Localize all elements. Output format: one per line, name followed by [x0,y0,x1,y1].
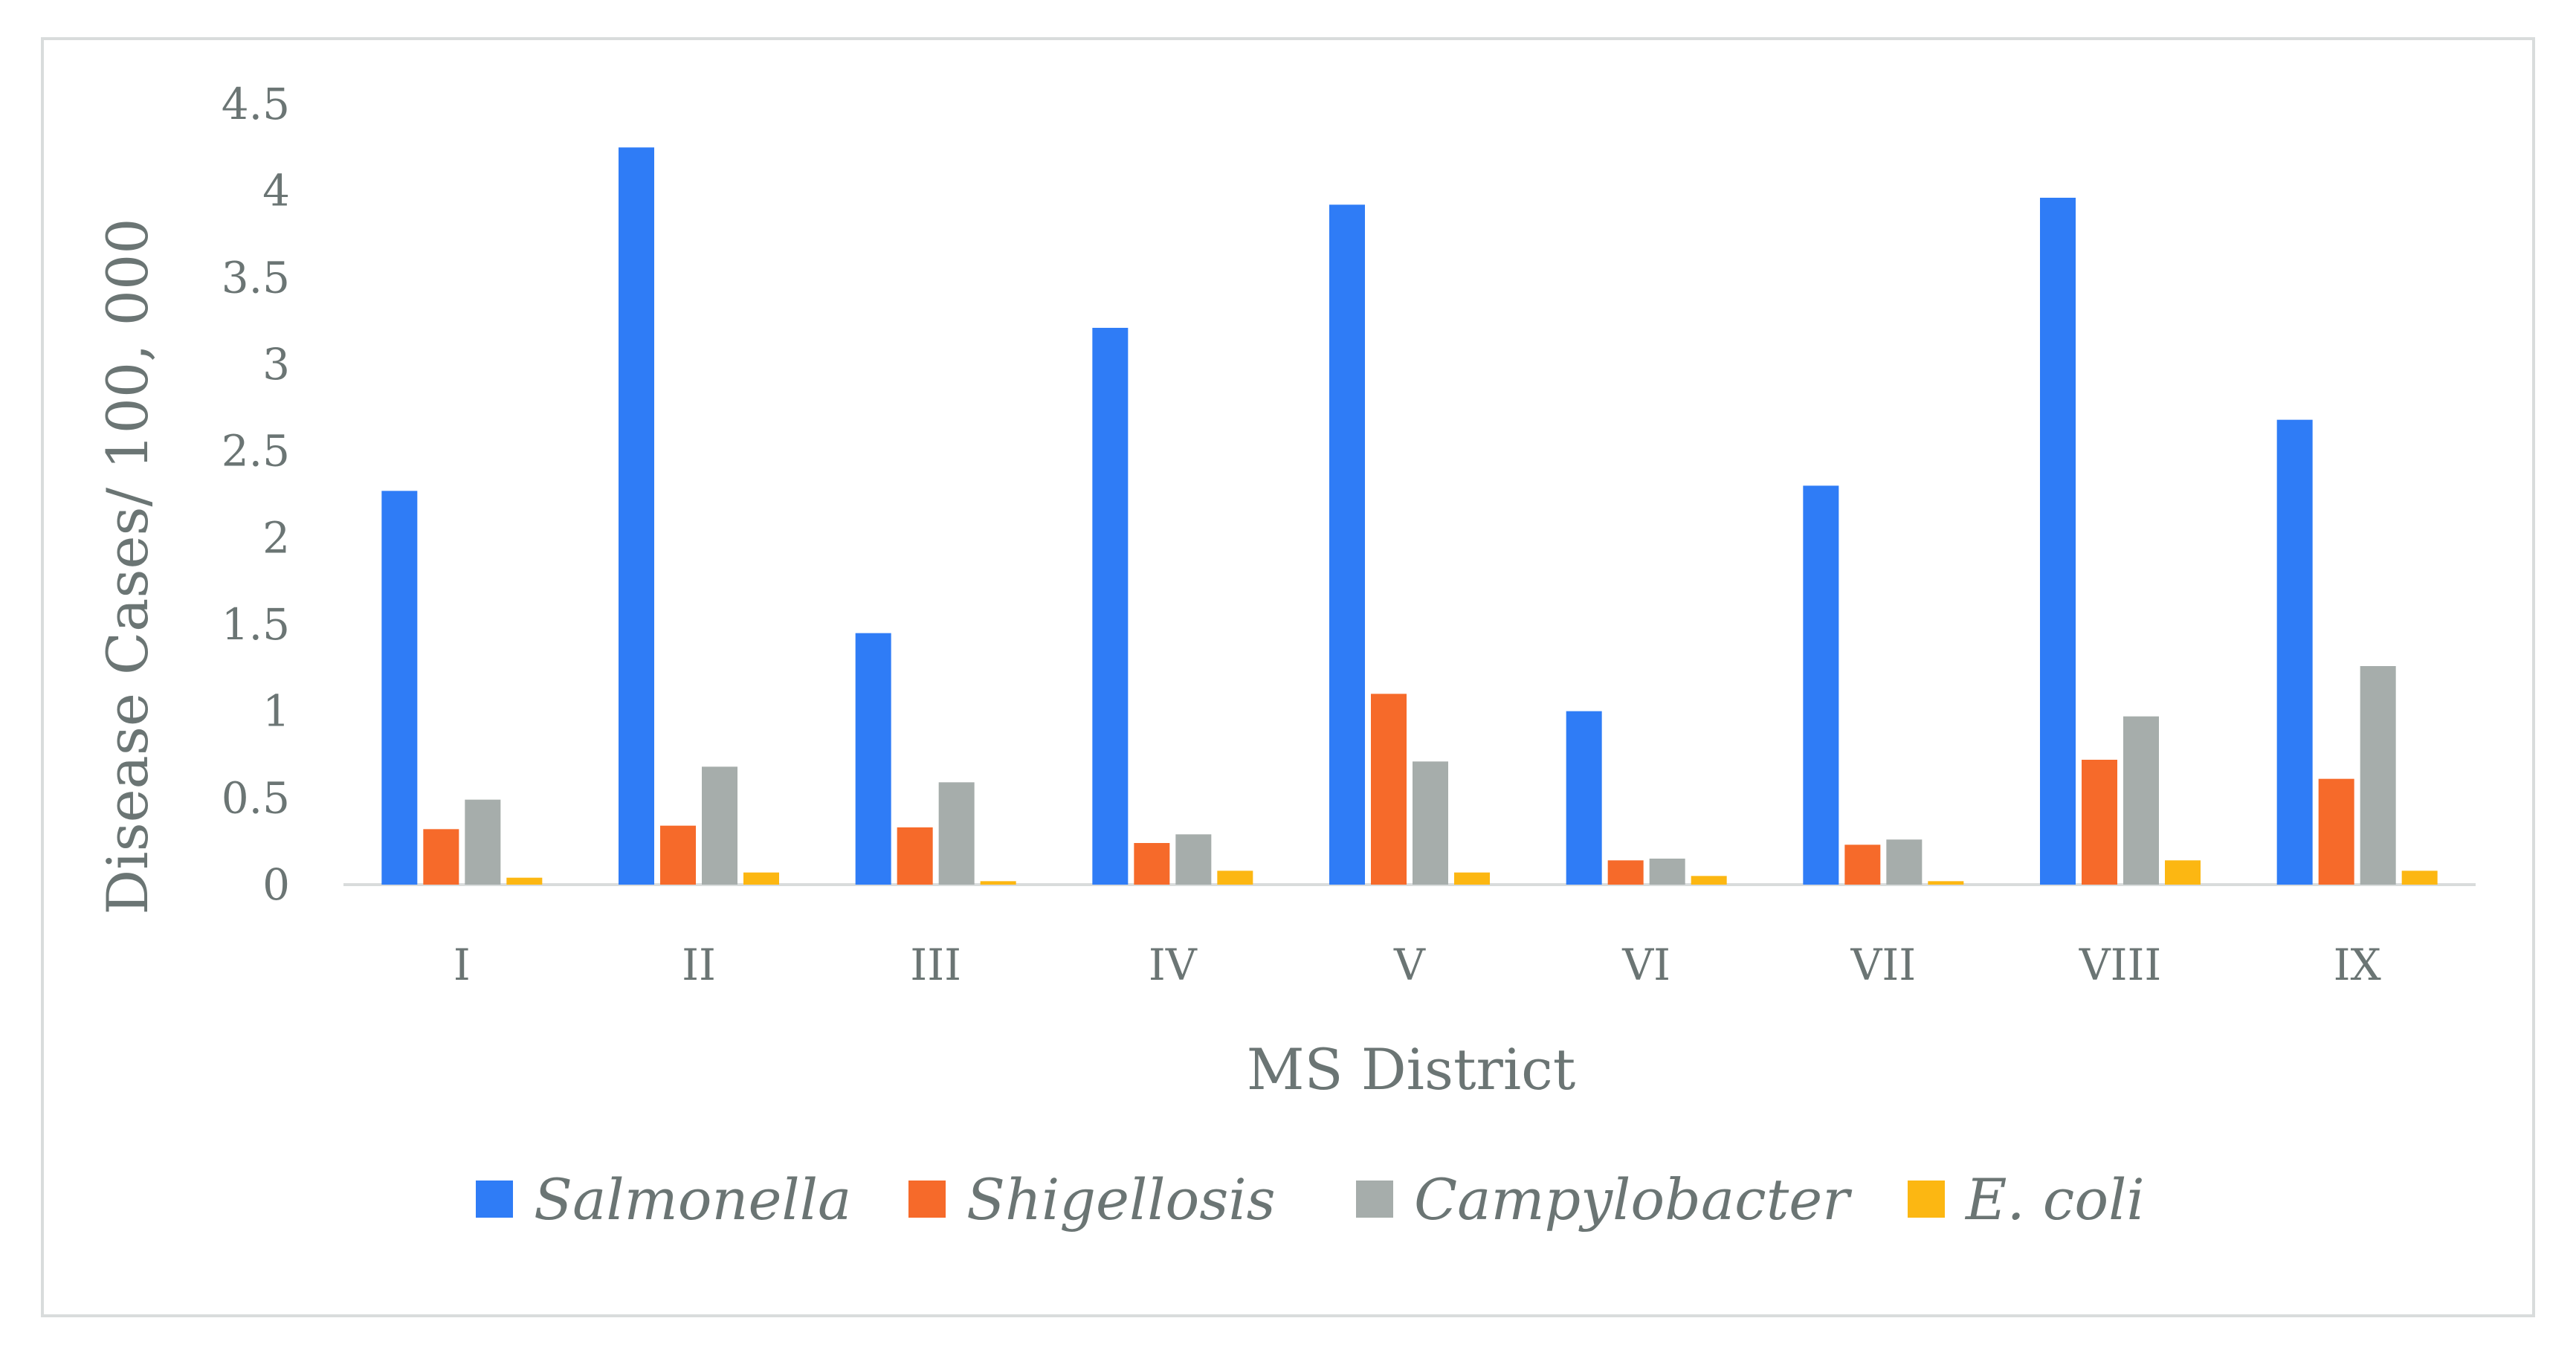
legend-label: Salmonella [534,1166,851,1233]
x-tick-label: VII [1850,940,1916,990]
bar-e-coli-ii [743,872,779,885]
bar-e-coli-iii [980,881,1016,885]
bar-e-coli-viii [2165,860,2201,885]
y-tick-label: 0 [262,859,290,910]
x-tick-label: II [682,940,716,990]
x-tick-label: V [1393,940,1426,990]
bar-salmonella-i [381,491,418,885]
bar-shigellosis-viii [2082,760,2117,885]
bar-campylobacter-vii [1886,839,1923,885]
bar-e-coli-v [1454,872,1490,885]
bar-salmonella-viii [2040,198,2076,885]
bar-salmonella-iii [855,633,891,885]
x-tick-label: I [453,940,471,990]
y-tick-label: 1 [262,686,290,737]
x-tick-label: III [910,940,961,990]
y-axis-title: Disease Cases/ 100, 000 [94,218,161,914]
legend-label: E. coli [1964,1166,2145,1233]
bar-e-coli-vi [1691,876,1727,885]
bar-salmonella-vi [1566,711,1602,885]
bar-e-coli-vii [1928,881,1964,885]
x-tick-label: IX [2334,940,2382,990]
y-tick-label: 3.5 [222,252,290,303]
x-axis-title: MS District [1247,1036,1576,1102]
bar-salmonella-iv [1092,328,1129,885]
bar-e-coli-ix [2401,871,2438,885]
y-tick-label: 1.5 [222,599,290,650]
bar-shigellosis-iii [897,827,933,885]
bar-campylobacter-iii [938,782,975,885]
legend: Salmonella Shigellosis Campylobacter E. col… [476,1166,2145,1233]
y-tick-label: 2.5 [222,426,290,477]
bar-shigellosis-ix [2318,778,2354,885]
y-tick-label: 0.5 [222,772,290,823]
bar-shigellosis-v [1371,694,1407,885]
bar-salmonella-ix [2276,419,2313,885]
bar-e-coli-i [506,877,543,885]
y-tick-label: 3 [262,339,290,390]
bar-campylobacter-viii [2123,716,2159,885]
y-tick-label: 4.5 [222,79,290,129]
bar-salmonella-ii [619,147,654,885]
chart-frame [41,37,2535,1317]
bar-shigellosis-ii [660,825,696,885]
bar-campylobacter-vi [1649,859,1685,885]
legend-swatch [1356,1181,1393,1218]
bar-shigellosis-iv [1134,843,1170,885]
legend-swatch [908,1181,946,1218]
bar-shigellosis-i [423,829,459,885]
bar-campylobacter-iv [1175,834,1212,885]
bar-shigellosis-vii [1844,844,1881,885]
y-tick-label: 2 [262,512,290,563]
bar-campylobacter-v [1413,761,1448,885]
bar-campylobacter-ii [702,766,737,885]
bar-salmonella-vii [1803,485,1839,885]
x-tick-label: IV [1149,940,1198,990]
y-tick-label: 4 [262,166,290,216]
x-tick-label: VIII [2079,940,2162,990]
bar-salmonella-v [1329,204,1365,885]
legend-swatch [1908,1181,1945,1218]
y-axis-ticks: 0 0.5 1 1.5 2 2.5 3 3.5 4 4.5 [222,79,290,910]
legend-label: Campylobacter [1414,1166,1853,1233]
bar-shigellosis-vi [1607,860,1644,885]
bar-campylobacter-i [465,799,501,885]
x-axis-ticks: I II III IV V VI VII VIII IX [453,940,2382,990]
legend-label: Shigellosis [966,1166,1276,1233]
bar-e-coli-iv [1217,871,1253,885]
bar-campylobacter-ix [2360,666,2396,885]
bars [381,147,2438,885]
x-tick-label: VI [1621,940,1670,990]
legend-swatch [476,1181,513,1218]
